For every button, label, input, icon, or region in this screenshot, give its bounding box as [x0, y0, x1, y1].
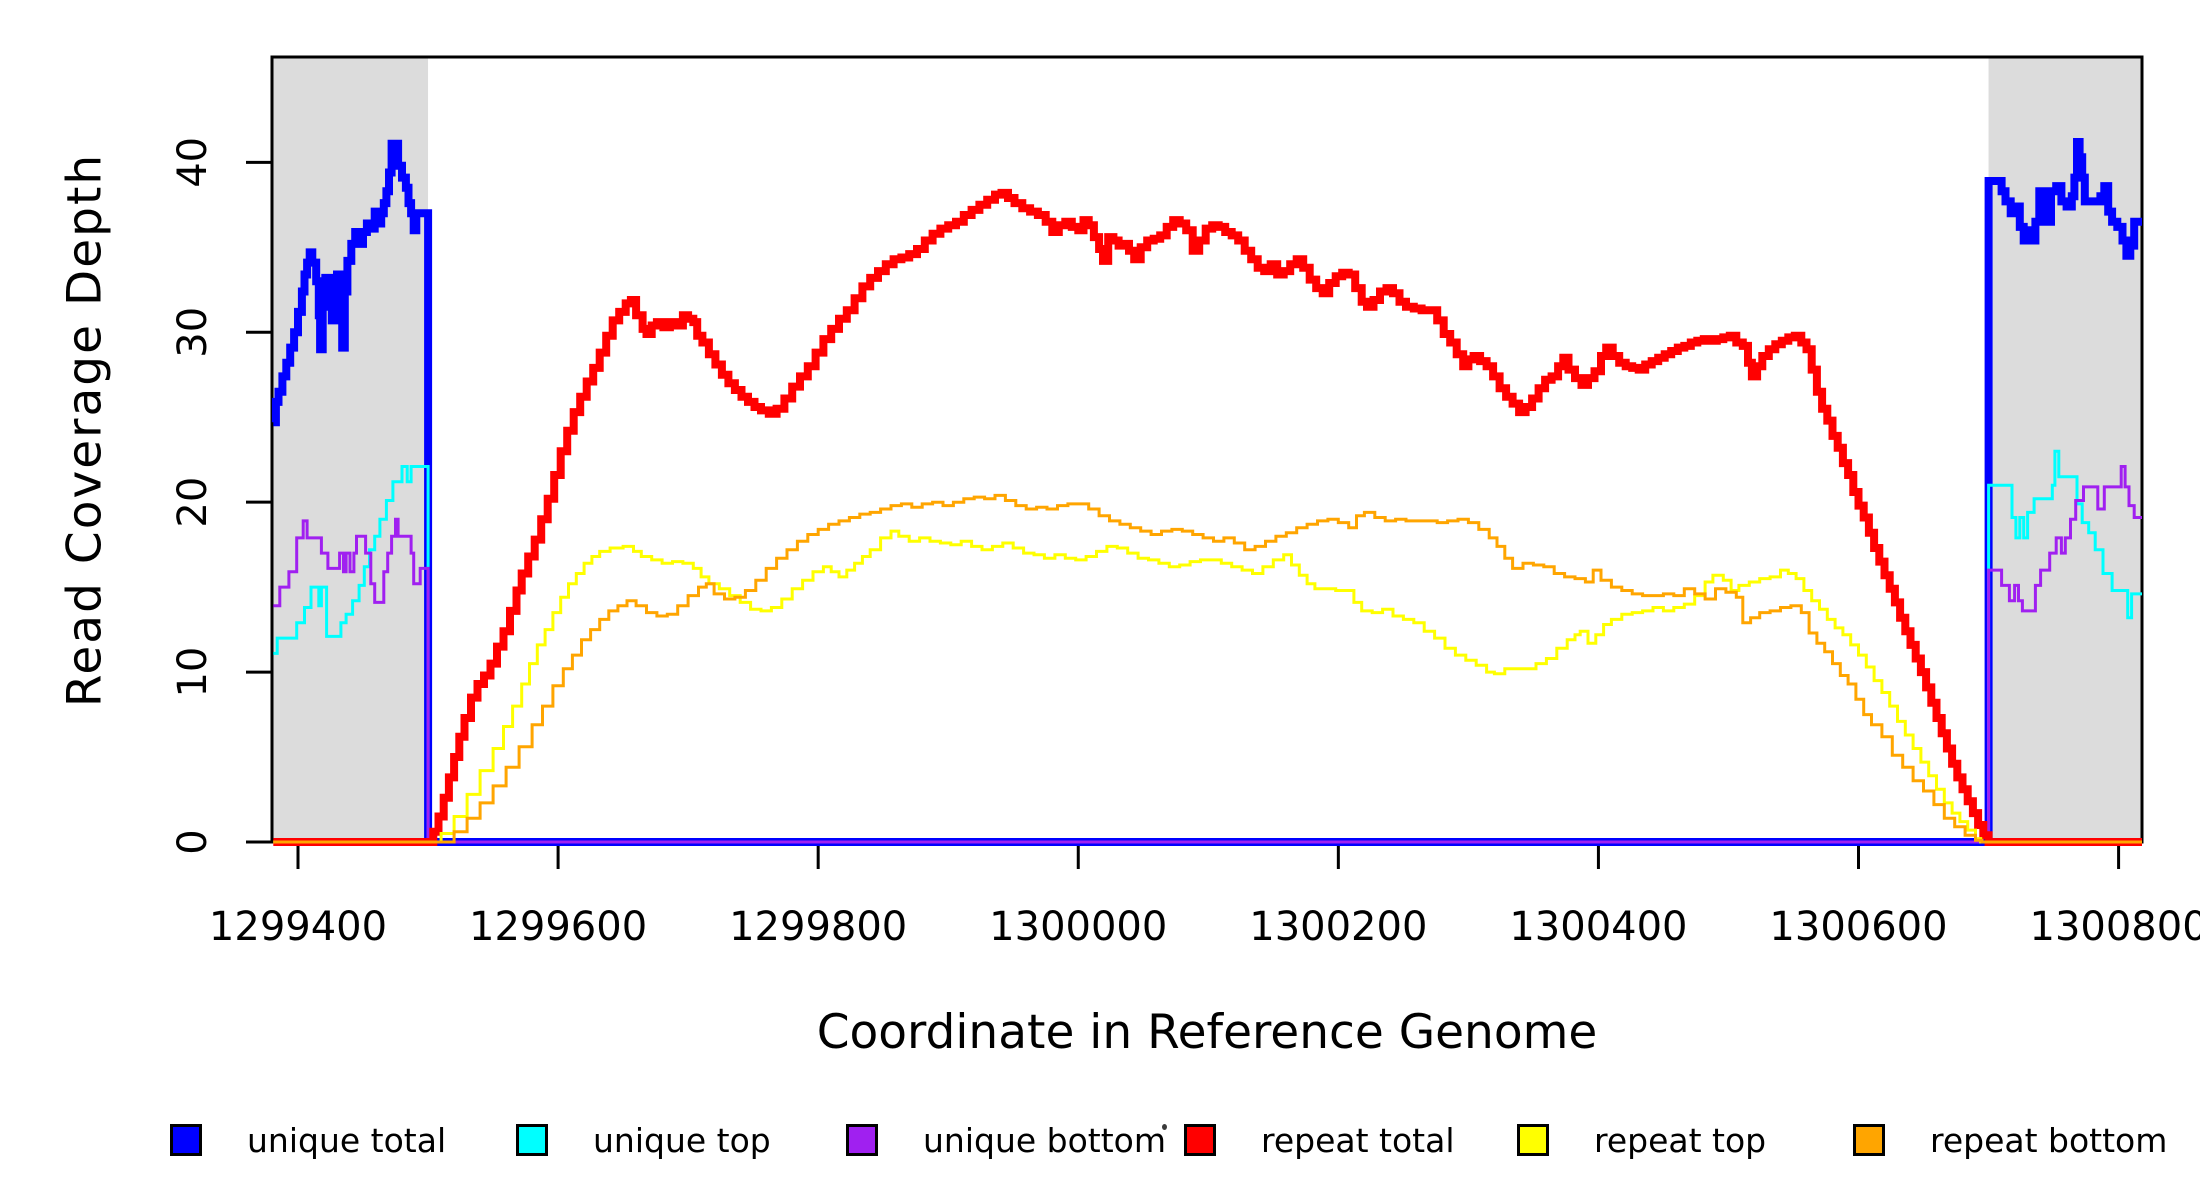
legend-swatch-repeat-top — [1517, 1124, 1549, 1156]
y-tick-label: 30 — [170, 307, 216, 358]
legend-label: repeat bottom — [1930, 1120, 2168, 1160]
y-tick-label: 40 — [170, 137, 216, 188]
plot-box — [270, 55, 2144, 844]
legend-swatch-unique-top — [516, 1124, 548, 1156]
series-line-unique-bottom — [273, 465, 2142, 844]
x-tick-label: 1299800 — [729, 904, 907, 950]
legend-swatch-repeat-bottom — [1853, 1124, 1885, 1156]
series-line-repeat-top — [273, 529, 2142, 844]
x-tick-label: 1299600 — [469, 904, 647, 950]
x-tick-label: 1300200 — [1249, 904, 1427, 950]
legend-label: unique top — [593, 1120, 771, 1160]
legend-item-repeat-bottom: repeat bottom — [1853, 1112, 2167, 1168]
legend-item-unique-total: unique total — [170, 1112, 446, 1168]
series-line-unique-top — [273, 449, 2142, 844]
x-axis-title: Coordinate in Reference Genome — [816, 1005, 1598, 1060]
x-tick-label: 1300000 — [989, 904, 1167, 950]
legend-label: repeat top — [1594, 1120, 1767, 1160]
legend-swatch-repeat-total — [1184, 1124, 1216, 1156]
legend-label: unique bottom — [923, 1120, 1167, 1160]
series-line-repeat-bottom — [273, 493, 2142, 844]
legend-item-repeat-total: repeat total — [1184, 1112, 1455, 1168]
x-tick-label: 1300400 — [1509, 904, 1687, 950]
legend-label: repeat total — [1261, 1120, 1455, 1160]
stray-dot — [1162, 1124, 1167, 1130]
y-tick-label: 10 — [170, 647, 216, 698]
legend-item-repeat-top: repeat top — [1517, 1112, 1766, 1168]
legend-item-unique-bottom: unique bottom — [846, 1112, 1166, 1168]
legend-item-unique-top: unique top — [516, 1112, 771, 1168]
y-tick-label: 20 — [170, 477, 216, 528]
series-line-repeat-total — [273, 188, 2142, 846]
shaded-region — [1988, 57, 2142, 842]
x-tick-label: 1299400 — [209, 904, 387, 950]
series-line-unique-total — [271, 138, 2142, 846]
legend-swatch-unique-bottom — [846, 1124, 878, 1156]
x-tick-label: 1300600 — [1769, 904, 1947, 950]
legend: unique total unique top unique bottom repea… — [0, 1112, 2200, 1168]
y-tick-label: 0 — [170, 829, 216, 854]
y-axis-title: Read Coverage Depth — [57, 152, 113, 708]
legend-label: unique total — [247, 1120, 447, 1160]
x-tick-label: 1300800 — [2030, 904, 2200, 950]
legend-swatch-unique-total — [170, 1124, 202, 1156]
